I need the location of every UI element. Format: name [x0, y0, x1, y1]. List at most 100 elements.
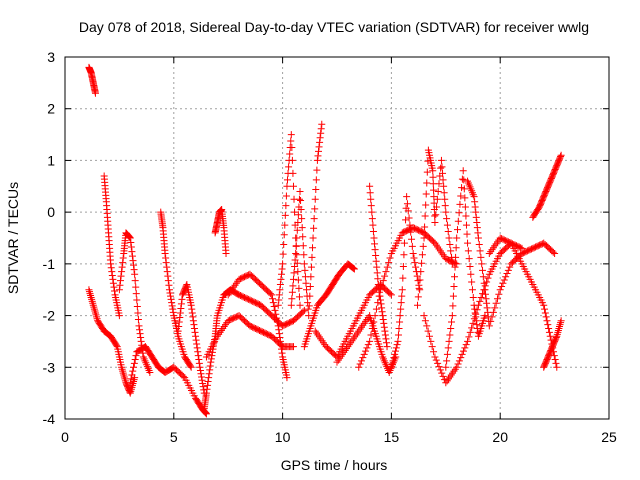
data-point — [382, 268, 390, 276]
data-point — [92, 311, 100, 319]
y-tick-label: 3 — [47, 49, 55, 65]
data-point — [372, 251, 380, 259]
data-point — [128, 248, 136, 256]
data-point — [276, 334, 284, 342]
data-point — [373, 263, 381, 271]
data-point — [448, 318, 456, 326]
data-point — [364, 341, 372, 349]
data-point — [119, 367, 127, 375]
data-point — [392, 344, 400, 352]
data-point — [431, 353, 439, 361]
data-point — [446, 240, 454, 248]
data-point — [137, 334, 145, 342]
data-point — [167, 295, 175, 303]
data-point — [289, 275, 297, 283]
data-point — [411, 259, 419, 267]
data-point — [273, 314, 281, 322]
data-point — [194, 348, 202, 356]
data-point — [294, 218, 302, 226]
data-point — [430, 199, 438, 207]
series-sat-c — [100, 172, 123, 320]
data-point — [462, 341, 470, 349]
data-point — [115, 312, 123, 320]
data-point — [453, 226, 461, 234]
data-point — [205, 374, 213, 382]
data-point — [474, 234, 482, 242]
data-point — [477, 293, 485, 301]
data-point — [307, 263, 315, 271]
data-point — [387, 291, 395, 299]
data-point — [466, 328, 474, 336]
data-point — [414, 301, 422, 309]
data-point — [294, 268, 302, 276]
data-point — [131, 356, 139, 364]
data-point — [421, 212, 429, 220]
data-point — [542, 313, 550, 321]
data-point — [374, 275, 382, 283]
data-point — [317, 129, 325, 137]
data-point — [387, 363, 395, 371]
data-point — [472, 317, 480, 325]
data-point — [309, 244, 317, 252]
data-point — [208, 348, 216, 356]
data-point — [443, 357, 451, 365]
data-point — [276, 337, 284, 345]
data-point — [207, 355, 215, 363]
series-sat-j — [202, 312, 297, 361]
data-point — [398, 286, 406, 294]
data-point — [274, 301, 282, 309]
y-tick-label: 2 — [47, 101, 55, 117]
data-point — [163, 268, 171, 276]
data-point — [193, 344, 201, 352]
data-point — [414, 293, 422, 301]
data-point — [394, 337, 402, 345]
data-point — [367, 202, 375, 210]
data-point — [136, 326, 144, 334]
data-point — [277, 341, 285, 349]
data-point — [457, 354, 465, 362]
y-tick-label: -1 — [43, 256, 56, 272]
data-point — [454, 360, 462, 368]
data-point — [420, 234, 428, 242]
data-point — [295, 284, 303, 292]
data-point — [554, 326, 562, 334]
data-point — [134, 315, 142, 323]
data-point — [176, 309, 184, 317]
data-point — [549, 248, 557, 256]
data-point — [109, 275, 117, 283]
data-point — [126, 234, 134, 242]
data-point — [162, 254, 170, 262]
data-point — [146, 368, 154, 376]
series-sat-t — [414, 146, 456, 309]
data-point — [423, 168, 431, 176]
data-point — [399, 274, 407, 282]
data-point — [416, 286, 424, 294]
data-point — [421, 317, 429, 325]
data-point — [391, 347, 399, 355]
data-point — [471, 198, 479, 206]
data-point — [541, 309, 549, 317]
data-point — [504, 266, 512, 274]
data-point — [366, 182, 374, 190]
data-point — [204, 381, 212, 389]
data-point — [378, 281, 386, 289]
data-point — [281, 211, 289, 219]
data-point — [473, 321, 481, 329]
data-point — [437, 156, 445, 164]
data-point — [359, 354, 367, 362]
data-point — [374, 299, 382, 307]
data-point — [131, 270, 139, 278]
data-point — [289, 282, 297, 290]
data-point — [414, 277, 422, 285]
data-point — [266, 290, 274, 298]
data-point — [556, 321, 564, 329]
data-point — [476, 247, 484, 255]
series-sat-u — [420, 239, 526, 387]
y-axis-label: SDTVAR / TECUs — [5, 182, 21, 294]
data-point — [470, 193, 478, 201]
data-point — [131, 277, 139, 285]
series-sat-n — [300, 260, 358, 351]
data-point — [460, 185, 468, 193]
data-point — [407, 228, 415, 236]
data-point — [317, 125, 325, 133]
